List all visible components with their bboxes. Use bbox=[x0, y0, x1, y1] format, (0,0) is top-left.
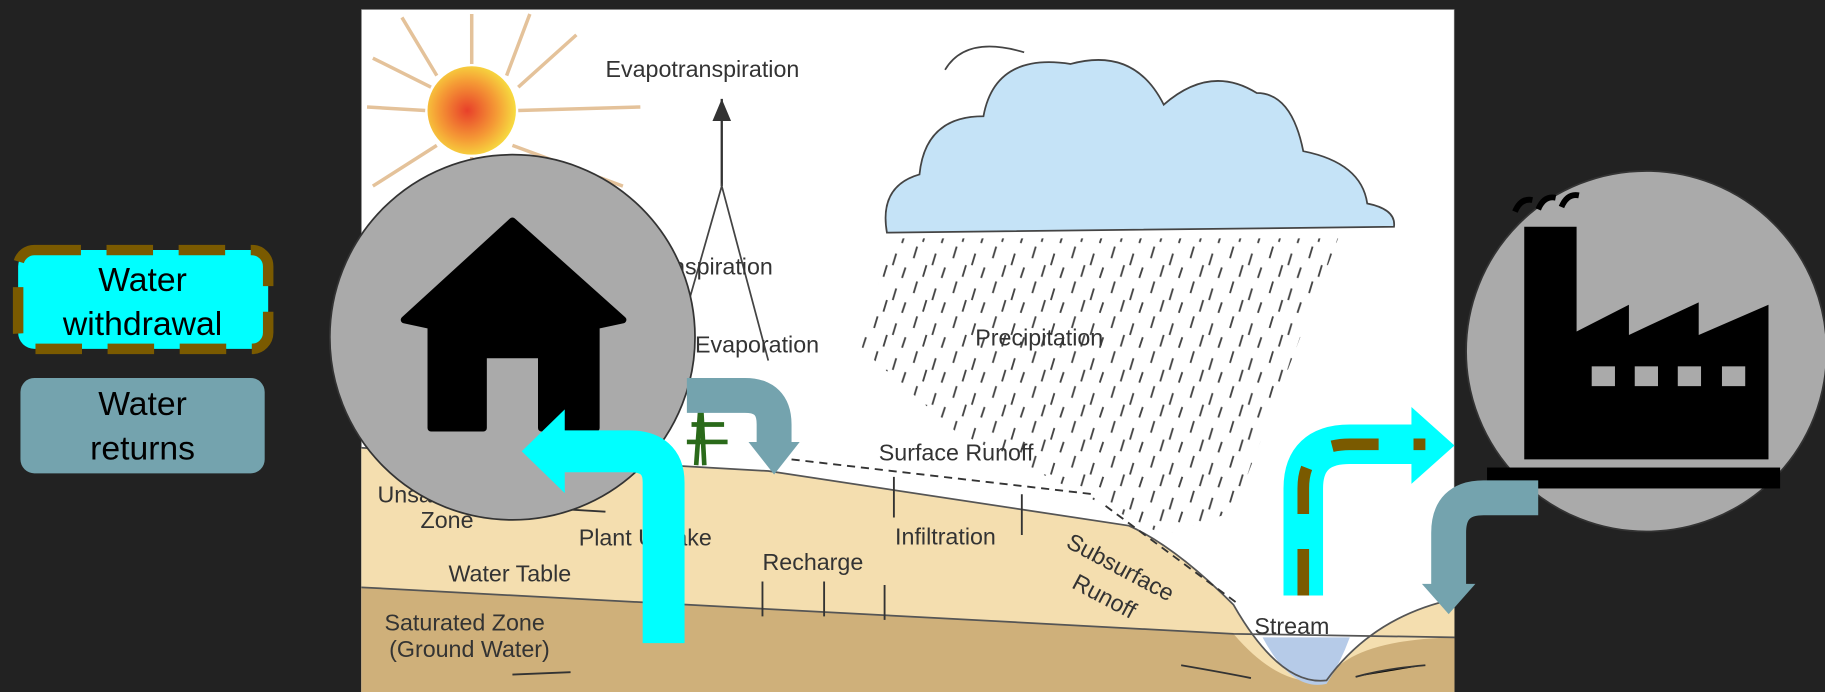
stream-withdrawal-arrow bbox=[1283, 407, 1455, 596]
factory-return-arrow bbox=[1421, 480, 1539, 615]
legend-withdrawal bbox=[12, 244, 274, 355]
sun bbox=[427, 66, 516, 155]
label: Water Table bbox=[448, 561, 571, 587]
legend-text: Water bbox=[98, 385, 187, 423]
label: Infiltration bbox=[895, 523, 996, 549]
legend: Water withdrawal Water returns bbox=[12, 244, 274, 474]
label: Evapotranspiration bbox=[605, 56, 799, 82]
label: Recharge bbox=[762, 549, 863, 575]
label: Surface Runoff bbox=[879, 440, 1034, 466]
return-arrow bbox=[686, 377, 800, 475]
cloud bbox=[884, 59, 1395, 234]
label: Stream bbox=[1254, 613, 1329, 639]
legend-text: Water bbox=[98, 261, 187, 299]
water-cycle-diagram: Evapotranspiration Transpiration Evapora… bbox=[361, 9, 1455, 692]
rain bbox=[861, 238, 1339, 535]
flow-arrows bbox=[512, 476, 1426, 679]
legend-text: returns bbox=[90, 429, 195, 467]
label: Evaporation bbox=[695, 331, 819, 357]
stream-water bbox=[1262, 637, 1350, 685]
factory-icon bbox=[1465, 170, 1825, 533]
cloud-outline bbox=[944, 45, 1025, 71]
ground-surface bbox=[361, 446, 1455, 682]
label: (Ground Water) bbox=[389, 636, 550, 662]
runoff-path bbox=[791, 458, 1240, 606]
withdrawal-arrow bbox=[521, 409, 685, 644]
label: Saturated Zone bbox=[384, 609, 544, 635]
legend-returns bbox=[20, 377, 265, 474]
house-icon bbox=[328, 153, 696, 521]
label: Precipitation bbox=[975, 324, 1103, 350]
legend-text: withdrawal bbox=[62, 305, 222, 343]
arrow-head bbox=[712, 98, 732, 121]
